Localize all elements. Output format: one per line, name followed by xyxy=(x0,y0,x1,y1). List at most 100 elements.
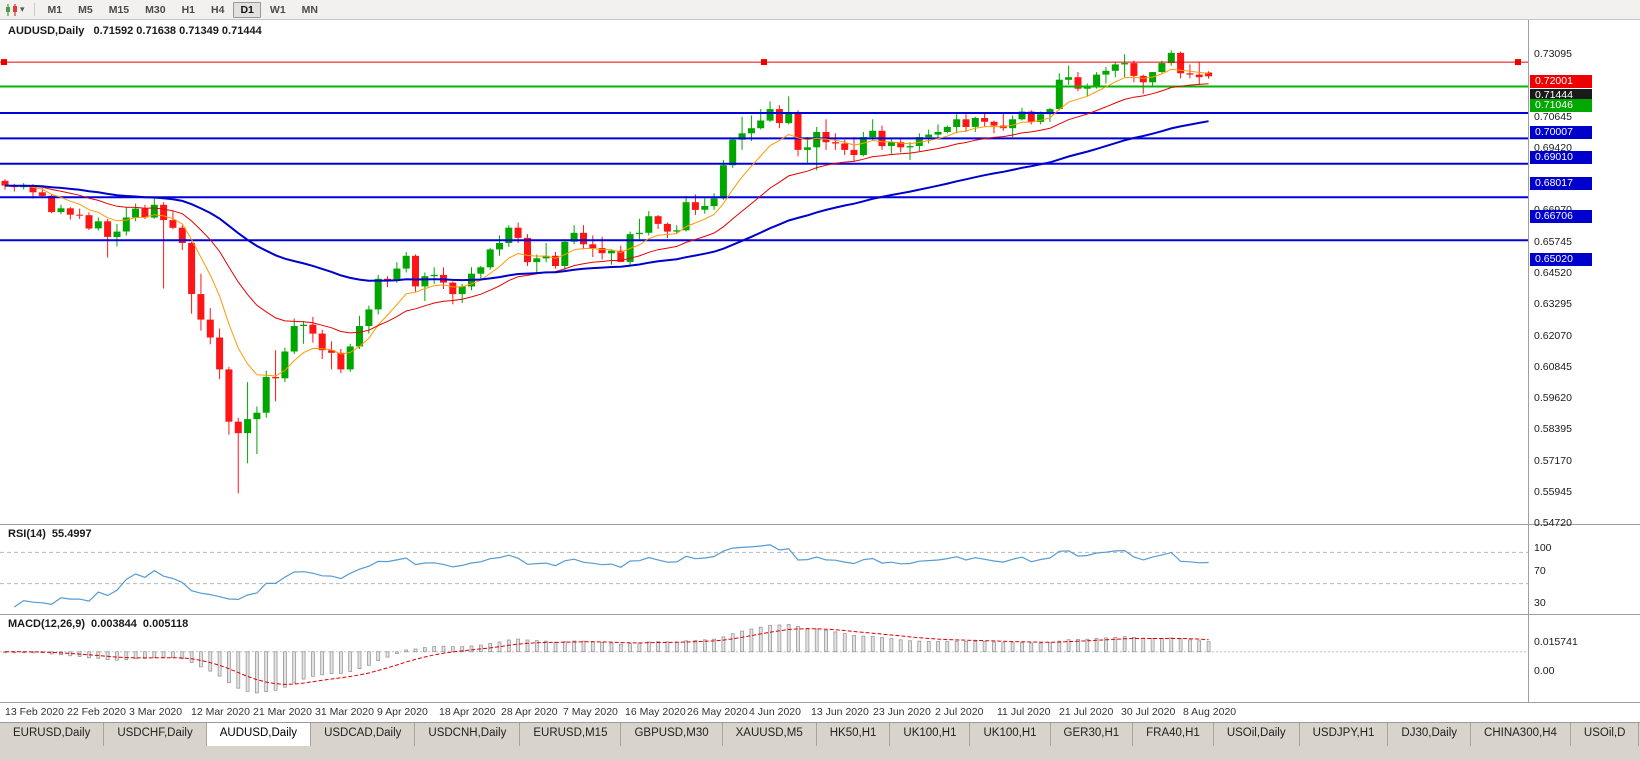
candle xyxy=(141,205,149,219)
chart-type-icon[interactable] xyxy=(5,3,19,16)
candle xyxy=(1177,51,1185,79)
chart-tab[interactable]: EURUSD,Daily xyxy=(0,723,105,746)
candle xyxy=(850,137,858,162)
date-label: 16 May 2020 xyxy=(625,706,686,718)
timeframe-button-d1[interactable]: D1 xyxy=(233,1,261,18)
candle xyxy=(617,245,625,263)
rsi-value: 55.4997 xyxy=(51,528,92,540)
chart-tab[interactable]: EURUSD,M15 xyxy=(520,723,622,746)
candle xyxy=(318,329,326,360)
chart-tab[interactable]: GBPUSD,M30 xyxy=(621,723,723,746)
candle xyxy=(589,235,597,258)
price-badge: 0.68017 xyxy=(1530,176,1592,190)
timeframe-button-w1[interactable]: W1 xyxy=(269,3,286,16)
date-label: 22 Feb 2020 xyxy=(67,706,126,718)
candle xyxy=(766,101,774,122)
line-handle[interactable] xyxy=(761,59,767,66)
candle xyxy=(253,406,261,455)
price-badge: 0.71046 xyxy=(1530,99,1592,113)
candle xyxy=(412,254,419,292)
price-tick: 0.64520 xyxy=(1534,266,1572,279)
candle xyxy=(999,112,1007,131)
candle xyxy=(290,318,298,354)
candle xyxy=(831,133,839,150)
timeframe-button-h4[interactable]: H4 xyxy=(211,3,225,16)
chart-tab[interactable]: HK50,H1 xyxy=(816,723,891,746)
rsi-panel[interactable]: RSI(14) 55.4997 xyxy=(0,524,1640,614)
candle xyxy=(300,320,308,344)
date-label: 3 Mar 2020 xyxy=(129,706,183,718)
chart-tab-bar: EURUSD,Daily USDCHF,Daily AUDUSD,Daily USDC… xyxy=(0,722,1640,746)
candle xyxy=(365,305,373,334)
chart-tab[interactable]: USDJPY,H1 xyxy=(1299,723,1389,746)
macd-name: MACD(12,26,9) xyxy=(8,618,86,630)
candle xyxy=(1018,107,1026,121)
price-tick: 0.62070 xyxy=(1534,329,1572,342)
candle xyxy=(132,203,140,222)
macd-signal-line xyxy=(5,628,1209,685)
candle xyxy=(281,347,289,383)
candle xyxy=(570,225,578,245)
rsi-axis-label: 70 xyxy=(1534,565,1546,578)
chart-tab[interactable]: USDCNH,Daily xyxy=(415,723,521,746)
timeframe-button-m30[interactable]: M30 xyxy=(145,3,166,16)
line-handle[interactable] xyxy=(1,59,7,66)
ma-line-medium xyxy=(4,83,1209,334)
candle xyxy=(1167,50,1175,66)
date-label: 9 Apr 2020 xyxy=(377,706,428,718)
candle xyxy=(738,116,746,150)
chart-tab[interactable]: XAUUSD,M5 xyxy=(722,723,817,746)
candle xyxy=(552,252,559,269)
timeframe-button-m1[interactable]: M1 xyxy=(47,3,63,16)
chart-tab[interactable]: CHINA300,H4 xyxy=(1471,723,1571,746)
candle xyxy=(1139,74,1147,94)
macd-chart-svg[interactable] xyxy=(0,615,1528,703)
candle xyxy=(122,207,130,236)
candle xyxy=(244,382,252,464)
candle xyxy=(934,124,942,139)
chart-tab[interactable]: UK100,H1 xyxy=(890,723,971,746)
macd-axis-label: 0.015741 xyxy=(1534,635,1578,648)
chart-tab[interactable]: UK100,H1 xyxy=(970,723,1051,746)
timeframe-button-mn[interactable]: MN xyxy=(301,3,318,16)
candle xyxy=(906,142,914,161)
chart-tab[interactable]: GER30,H1 xyxy=(1050,723,1134,746)
candle xyxy=(747,115,755,141)
price-chart-svg[interactable] xyxy=(0,20,1528,524)
candle xyxy=(113,223,121,247)
time-scale[interactable]: 13 Feb 2020 22 Feb 2020 3 Mar 2020 12 Mar 2… xyxy=(0,702,1640,722)
chart-type-dropdown-icon[interactable]: ▾ xyxy=(20,4,25,14)
timeframe-button-m5[interactable]: M5 xyxy=(78,3,93,16)
date-label: 4 Jun 2020 xyxy=(749,706,801,718)
toolbar-separator xyxy=(33,3,35,16)
line-handle[interactable] xyxy=(1515,59,1521,66)
date-label: 30 Jul 2020 xyxy=(1121,706,1176,718)
chart-tab[interactable]: USOil,D xyxy=(1570,723,1640,746)
candle xyxy=(76,208,84,219)
date-label: 11 Jul 2020 xyxy=(997,706,1051,718)
chart-tab[interactable]: AUDUSD,Daily xyxy=(206,723,312,746)
chart-tab[interactable]: USOil,Daily xyxy=(1213,723,1300,746)
candlestick-icon-glyph xyxy=(6,3,17,16)
chart-tab[interactable]: DJ30,Daily xyxy=(1388,723,1472,746)
macd-panel[interactable]: MACD(12,26,9) 0.003844 0.005118 xyxy=(0,614,1640,702)
candle xyxy=(710,193,718,210)
candle xyxy=(981,112,989,127)
chart-tab[interactable]: FRA40,H1 xyxy=(1133,723,1214,746)
chart-tab[interactable]: USDCHF,Daily xyxy=(104,723,207,746)
price-badge: 0.69010 xyxy=(1530,151,1592,165)
candle xyxy=(673,225,681,235)
candle xyxy=(663,222,671,238)
candle xyxy=(169,211,177,230)
candle xyxy=(524,234,531,266)
rsi-chart-svg[interactable] xyxy=(0,525,1528,615)
candle xyxy=(262,370,270,418)
timeframe-button-m15[interactable]: M15 xyxy=(108,3,130,16)
price-chart-panel[interactable]: AUDUSD,Daily 0.71592 0.71638 0.71349 0.7… xyxy=(0,20,1528,524)
price-scale[interactable]: 0.730950.706450.694200.669700.657450.645… xyxy=(1528,20,1640,702)
timeframe-button-h1[interactable]: H1 xyxy=(181,3,196,16)
date-label: 7 May 2020 xyxy=(563,706,618,718)
ma-line-slow xyxy=(4,120,1209,282)
chart-tab[interactable]: USDCAD,Daily xyxy=(311,723,416,746)
candle xyxy=(1205,71,1213,79)
